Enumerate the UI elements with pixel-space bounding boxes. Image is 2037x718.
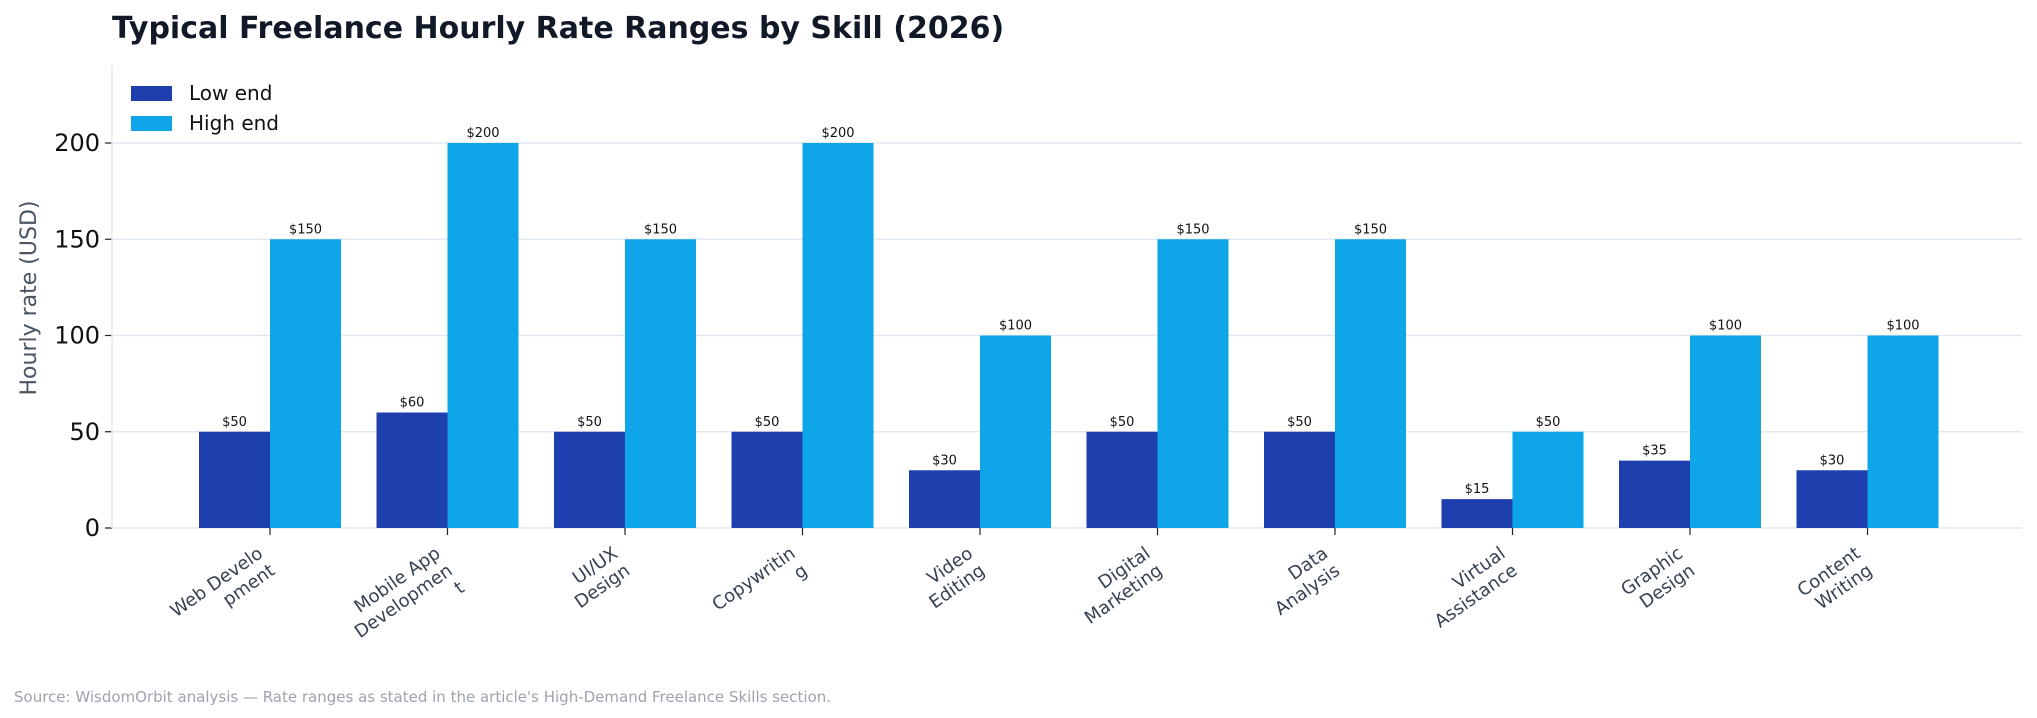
legend-swatch <box>131 116 172 131</box>
y-tick-label: 50 <box>69 418 100 446</box>
x-tick-label-line: Copywritin <box>708 543 799 615</box>
bar-low <box>1796 470 1868 528</box>
bars <box>199 143 1939 528</box>
y-tick-label: 200 <box>54 129 100 157</box>
bar-low <box>1619 460 1690 528</box>
y-tick-label: 0 <box>85 514 100 542</box>
bar-high <box>270 239 341 528</box>
bar-high <box>625 239 696 528</box>
source-note: Source: WisdomOrbit analysis — Rate rang… <box>14 688 831 706</box>
data-label: $150 <box>289 222 322 237</box>
bar-low <box>199 431 270 528</box>
data-label: $60 <box>400 396 425 411</box>
data-label: $150 <box>644 222 677 237</box>
legend-label: Low end <box>189 81 272 105</box>
data-label: $30 <box>1820 453 1845 468</box>
bar-high <box>1690 335 1761 528</box>
data-label: $15 <box>1465 482 1490 497</box>
legend-swatch <box>131 86 172 101</box>
bar-low <box>1264 431 1335 528</box>
legend: Low end High end <box>131 81 279 135</box>
data-label: $150 <box>1176 222 1209 237</box>
data-label: $50 <box>577 415 602 430</box>
data-label: $50 <box>1287 415 1312 430</box>
bar-low <box>909 470 980 528</box>
legend-label: High end <box>189 111 279 135</box>
data-label: $200 <box>466 126 499 141</box>
data-label: $150 <box>1354 222 1387 237</box>
y-tick-label: 150 <box>54 225 100 253</box>
y-axis-label: Hourly rate (USD) <box>17 201 42 396</box>
bar-low <box>554 431 625 528</box>
data-label: $200 <box>821 126 854 141</box>
data-label: $35 <box>1642 444 1667 459</box>
bar-high <box>980 335 1051 528</box>
y-tick-label: 100 <box>54 322 100 350</box>
bar-low <box>731 431 803 528</box>
bar-high <box>1512 431 1584 528</box>
bar-high <box>1335 239 1406 528</box>
data-label: $100 <box>1886 319 1919 334</box>
data-labels: $50 $150 $60 $200 $50 $150 $50 $200 $30 $100 $50 $1… <box>222 126 1919 497</box>
bar-high <box>1867 335 1939 528</box>
data-label: $50 <box>1110 415 1135 430</box>
bar-low <box>376 412 448 528</box>
bar-high <box>447 143 519 528</box>
bar-high <box>1157 239 1229 528</box>
data-label: $50 <box>1536 415 1561 430</box>
chart-title: Typical Freelance Hourly Rate Ranges by … <box>112 11 1004 46</box>
data-label: $30 <box>932 453 957 468</box>
x-tick-label-line: t <box>451 577 469 598</box>
bar-high <box>802 143 874 528</box>
y-tick-labels: 0 50 100 150 200 <box>54 129 100 542</box>
bar-low <box>1086 431 1158 528</box>
data-label: $100 <box>1709 319 1742 334</box>
data-label: $50 <box>222 415 247 430</box>
data-label: $100 <box>999 319 1032 334</box>
data-label: $50 <box>755 415 780 430</box>
x-tick-label-line: g <box>790 560 811 584</box>
bar-low <box>1441 499 1513 528</box>
